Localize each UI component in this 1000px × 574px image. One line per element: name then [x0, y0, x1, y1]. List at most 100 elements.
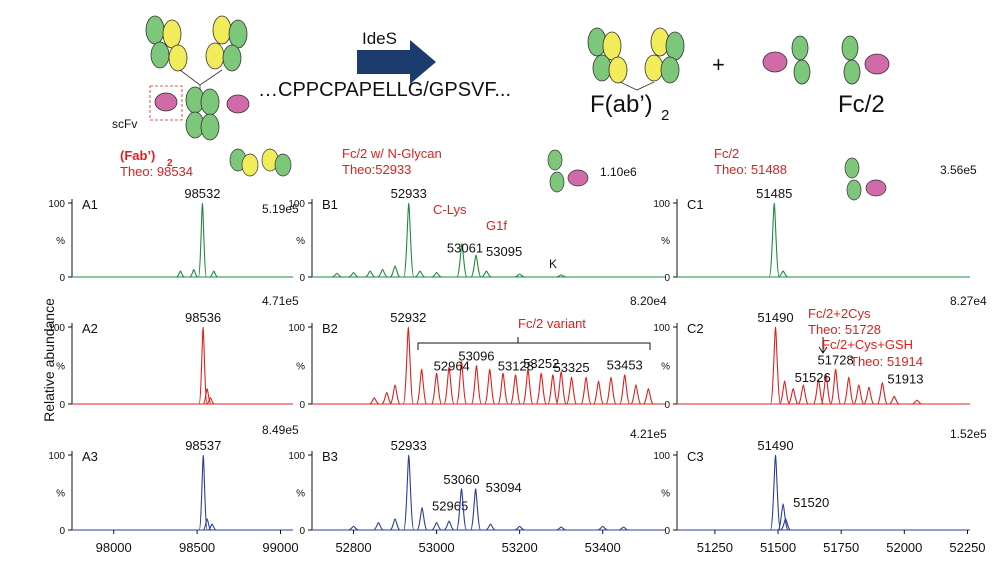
peak — [777, 270, 789, 278]
y-unit: % — [661, 362, 670, 373]
peak — [443, 520, 455, 531]
peak — [470, 364, 482, 405]
x-tick-label: 52000 — [886, 540, 922, 555]
peak — [389, 518, 401, 531]
x-tick-label: 99000 — [262, 540, 298, 555]
y-unit: % — [296, 362, 305, 373]
x-tick-label: 51500 — [760, 540, 796, 555]
y-tick-label: 0 — [299, 526, 305, 537]
y-tick-label: 100 — [653, 451, 670, 462]
peak — [547, 374, 559, 405]
peak — [207, 523, 217, 531]
panel-id: B3 — [322, 449, 338, 464]
y-unit: % — [56, 489, 65, 500]
peak — [769, 454, 782, 531]
peak — [619, 374, 631, 405]
annotation: Fc/2 — [714, 146, 739, 161]
y-axis-label: Relative abundance — [41, 298, 57, 422]
peak — [593, 380, 605, 405]
product-subscript: 2 — [661, 107, 669, 124]
peak-label: 51728 — [818, 352, 854, 367]
y-tick-label: 100 — [48, 199, 65, 210]
peak — [853, 384, 865, 405]
peak — [643, 388, 654, 405]
x-tick-label: 98500 — [179, 540, 215, 555]
peak — [431, 521, 442, 531]
peak — [197, 202, 207, 278]
annotation: Fc/2 variant — [518, 316, 586, 331]
plus: + — [712, 52, 725, 77]
y-tick-label: 0 — [299, 273, 305, 284]
peak — [830, 368, 842, 405]
peak-label: 51485 — [756, 186, 792, 201]
peak — [455, 361, 468, 405]
peak-label: 53128 — [498, 358, 534, 373]
y-tick-label: 0 — [664, 273, 670, 284]
peak — [389, 384, 401, 405]
peak-label: 53096 — [458, 349, 494, 364]
peak — [769, 326, 782, 405]
annotation: Theo: 51488 — [714, 162, 787, 177]
peak-label: 51490 — [757, 310, 793, 325]
x-tick-label: 53400 — [585, 540, 621, 555]
y-unit: % — [56, 362, 65, 373]
variant-bracket — [417, 337, 651, 350]
y-tick-label: 100 — [288, 323, 305, 334]
peak — [377, 269, 388, 278]
peak — [373, 521, 384, 531]
peak — [514, 525, 525, 531]
intensity: 8.27e4 — [950, 294, 987, 308]
peak-label: 53094 — [486, 480, 522, 495]
peak — [198, 326, 208, 405]
intensity: 4.71e5 — [262, 294, 299, 308]
y-unit: % — [661, 236, 670, 247]
peak-label: 53252 — [523, 356, 559, 371]
peak — [431, 372, 443, 405]
peak — [768, 202, 780, 278]
y-tick-label: 0 — [299, 400, 305, 411]
intensity: 5.19e5 — [262, 202, 299, 216]
y-tick-label: 100 — [48, 323, 65, 334]
y-unit: % — [661, 489, 670, 500]
peak — [580, 376, 592, 405]
y-tick-label: 0 — [59, 273, 65, 284]
panel-id: C3 — [687, 449, 704, 464]
peak — [535, 372, 547, 405]
peak — [364, 270, 376, 278]
peak — [522, 368, 534, 405]
intensity: 1.52e5 — [950, 427, 987, 441]
y-tick-label: 100 — [288, 451, 305, 462]
peak — [176, 270, 185, 278]
peak-label: 51520 — [793, 495, 829, 510]
annotation: (Fab’) — [120, 148, 155, 163]
peak — [402, 326, 414, 405]
x-tick-label: 51750 — [823, 540, 859, 555]
peak — [209, 270, 218, 278]
peak — [787, 388, 799, 405]
annotation: Theo: 98534 — [120, 164, 193, 179]
peak — [630, 384, 642, 405]
y-tick-label: 0 — [664, 526, 670, 537]
y-tick-label: 100 — [288, 199, 305, 210]
y-unit: % — [296, 236, 305, 247]
annotation: Theo: 51728 — [808, 322, 881, 337]
peak-label: 53325 — [553, 360, 589, 375]
intensity: 4.21e5 — [630, 427, 667, 441]
arrow — [357, 40, 436, 84]
annotation: Theo:52933 — [342, 162, 411, 177]
x-tick-label: 52800 — [335, 540, 371, 555]
peak — [403, 454, 415, 531]
annotation: C-Lys — [433, 202, 467, 217]
peak-label: 51490 — [757, 438, 793, 453]
y-tick-label: 100 — [653, 323, 670, 334]
peak — [497, 372, 509, 405]
y-tick-label: 0 — [59, 400, 65, 411]
annotation: Fc/2+2Cys — [808, 306, 871, 321]
peak — [403, 202, 415, 278]
peak — [331, 272, 343, 278]
peak-label: 98537 — [185, 438, 221, 453]
peak — [820, 374, 832, 405]
peak — [455, 488, 468, 531]
peak — [812, 378, 824, 405]
peak — [389, 265, 401, 278]
